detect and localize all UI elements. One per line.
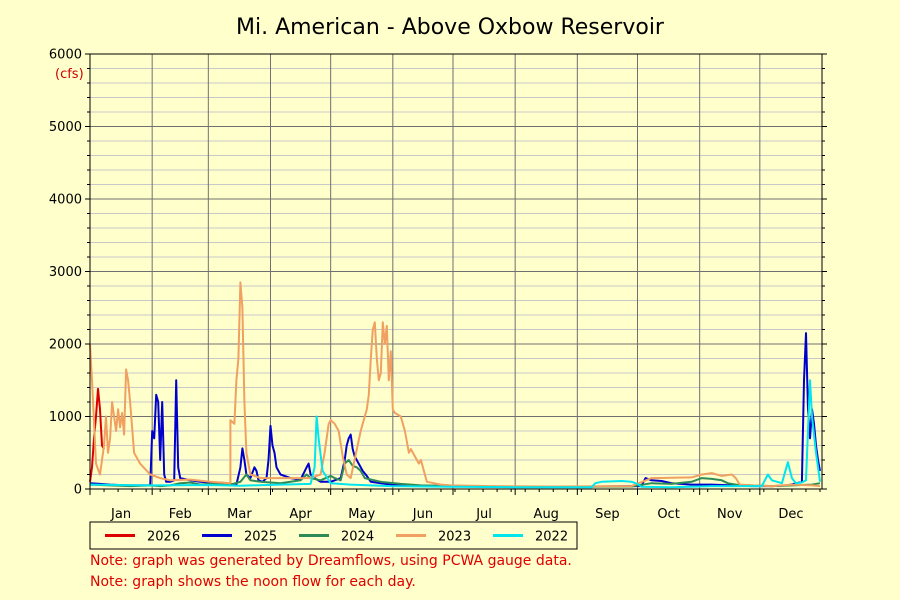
legend-label-2023: 2023 xyxy=(438,530,471,545)
note-noon: Note: graph shows the noon flow for each… xyxy=(90,574,416,590)
x-tick-label: Apr xyxy=(289,507,312,522)
y-tick-label: 4000 xyxy=(49,193,82,208)
note-source: Note: graph was generated by Dreamflows,… xyxy=(90,553,572,569)
legend-label-2026: 2026 xyxy=(147,530,180,545)
grid xyxy=(90,53,822,490)
series-2026 xyxy=(89,387,105,482)
chart-title: Mi. American - Above Oxbow Reservoir xyxy=(236,15,665,40)
series-2023 xyxy=(89,281,821,488)
x-tick-label: Aug xyxy=(534,507,559,522)
unit-label: (cfs) xyxy=(55,67,84,82)
series-2025 xyxy=(89,332,821,488)
x-tick-label: Dec xyxy=(778,507,803,522)
legend-label-2025: 2025 xyxy=(244,530,277,545)
x-tick-label: Jun xyxy=(412,507,433,522)
x-tick-label: Feb xyxy=(169,507,192,522)
y-tick-label: 0 xyxy=(74,483,82,498)
y-tick-label: 5000 xyxy=(49,120,82,135)
x-tick-label: May xyxy=(348,507,375,522)
y-tick-label: 2000 xyxy=(49,338,82,353)
x-tick-label: Sep xyxy=(595,507,620,522)
y-tick-label: 3000 xyxy=(49,265,82,280)
legend-label-2024: 2024 xyxy=(341,530,374,545)
axis-labels: 0 1000 2000 3000 4000 5000 6000 Jan Feb Mar Apr May… xyxy=(49,48,827,522)
y-tick-label: 1000 xyxy=(49,410,82,425)
x-tick-label: Oct xyxy=(657,507,679,522)
x-tick-label: Jan xyxy=(110,507,131,522)
series-layer xyxy=(89,281,821,489)
legend-label-2022: 2022 xyxy=(535,530,568,545)
x-tick-label: Jul xyxy=(475,507,492,522)
series-2022 xyxy=(89,379,821,489)
y-tick-label: 6000 xyxy=(49,48,82,63)
legend: 2026 2025 2024 2023 2022 xyxy=(89,521,578,550)
x-tick-label: Mar xyxy=(227,507,252,522)
x-tick-label: Nov xyxy=(717,507,743,522)
